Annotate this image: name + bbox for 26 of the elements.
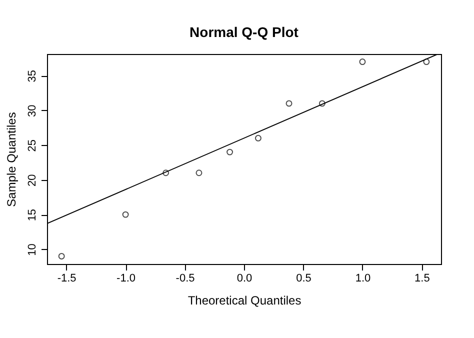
x-tick-label: 1.0 (355, 272, 371, 284)
point (162, 170, 170, 176)
y-tick-label: 25 (26, 139, 38, 152)
point (122, 211, 129, 218)
x-tick-label: -1.5 (57, 272, 76, 284)
point (58, 252, 65, 260)
point (254, 134, 262, 142)
x-tick-label: 0.0 (236, 272, 252, 284)
x-tick-label: -0.5 (176, 272, 195, 284)
y-tick-label: 35 (26, 70, 38, 82)
point (196, 170, 202, 176)
y-tick-label: 30 (26, 104, 38, 118)
x-tick-label: 0.5 (296, 272, 312, 284)
x-axis-title: Theoretical Quantiles (188, 294, 302, 308)
point (359, 58, 366, 66)
point (226, 148, 234, 156)
point (423, 58, 430, 66)
x-tick-label: 1.5 (414, 272, 430, 284)
y-tick-label: 15 (26, 208, 38, 222)
chart-title: Normal Q-Q Plot (190, 24, 299, 40)
point (318, 100, 326, 107)
point (286, 100, 292, 107)
y-axis-title: Sample Quantiles (4, 112, 18, 207)
x-tick-label: -1.0 (116, 272, 136, 284)
y-tick-label: 20 (26, 174, 38, 186)
y-tick-label: 10 (26, 244, 38, 256)
